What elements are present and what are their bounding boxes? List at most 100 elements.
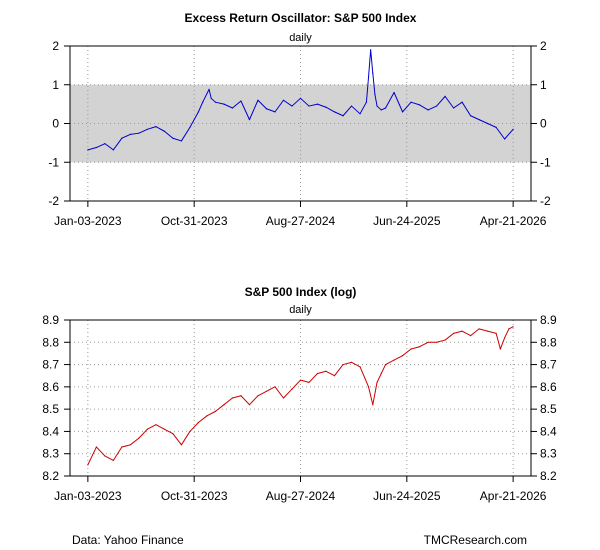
data-point [499, 348, 501, 350]
data-point [333, 111, 336, 113]
data-point [180, 444, 183, 446]
data-point [257, 395, 259, 397]
data-point [210, 97, 212, 99]
data-point [180, 140, 183, 142]
data-point [453, 107, 455, 109]
credit-note: TMCResearch.com [424, 533, 527, 547]
data-point [487, 122, 489, 125]
data-point [308, 381, 310, 383]
data-point [380, 109, 382, 111]
data-point [104, 455, 106, 457]
data-point [376, 105, 378, 107]
data-point [435, 341, 438, 343]
data-point [291, 105, 293, 107]
y-tick-label-right: 8.2 [540, 469, 557, 483]
oscillator-chart: Excess Return Oscillator: S&P 500 Index d… [48, 11, 551, 228]
data-point [512, 326, 514, 328]
data-point [372, 72, 374, 74]
data-point [223, 103, 225, 105]
y-tick-label-left: 8.7 [42, 358, 59, 372]
data-point [202, 101, 204, 103]
data-point [231, 107, 234, 109]
y-tick-label-right: 0 [540, 117, 547, 131]
data-point [146, 128, 148, 130]
chart-subtitle: daily [289, 32, 312, 44]
data-point [189, 430, 191, 433]
x-tick-label: Jun-24-2025 [373, 214, 441, 228]
data-point [316, 103, 319, 105]
data-point [478, 119, 480, 121]
data-point [240, 100, 242, 102]
data-point [291, 388, 293, 390]
y-tick-label-left: 8.6 [42, 380, 59, 394]
data-point [129, 444, 131, 446]
chart-title: Excess Return Oscillator: S&P 500 Index [185, 11, 417, 25]
data-point [470, 335, 472, 337]
data-point [444, 95, 446, 97]
data-point [393, 359, 395, 361]
x-tick-label: Apr-21-2026 [480, 489, 547, 503]
data-point [410, 101, 412, 103]
y-tick-label-left: 8.2 [42, 469, 59, 483]
data-point [163, 428, 166, 430]
data-point [350, 361, 353, 363]
data-point [257, 99, 259, 101]
data-point [374, 93, 376, 96]
data-point [508, 328, 510, 330]
data-point [453, 332, 455, 334]
data-point [384, 363, 387, 366]
y-tick-label-right: -1 [540, 155, 551, 169]
data-point [299, 379, 302, 381]
y-tick-label-left: 8.5 [42, 402, 59, 416]
data-point [155, 424, 157, 426]
data-point [418, 104, 421, 106]
data-point [512, 128, 514, 130]
y-tick-label-left: -2 [48, 194, 59, 208]
data-point [418, 346, 421, 348]
y-tick-label-left: 8.4 [42, 424, 59, 438]
x-tick-label: Aug-27-2024 [266, 489, 336, 503]
y-tick-label-right: 8.3 [540, 447, 557, 461]
data-point [504, 138, 506, 140]
x-tick-label: Jan-03-2023 [54, 214, 122, 228]
data-point [342, 115, 344, 117]
data-point [163, 130, 166, 132]
data-point [112, 149, 114, 151]
data-point [138, 132, 140, 134]
data-point [461, 101, 463, 103]
data-point [444, 339, 446, 341]
x-tick-label: Aug-27-2024 [266, 214, 336, 228]
y-tick-label-right: 8.7 [540, 358, 557, 372]
data-point [197, 111, 200, 113]
y-tick-label-right: 2 [540, 39, 547, 53]
data-point [342, 363, 344, 366]
data-point [87, 464, 89, 466]
data-point [393, 91, 395, 94]
data-point [427, 109, 429, 111]
data-point [121, 446, 123, 448]
data-point [214, 101, 217, 103]
data-point [359, 366, 361, 368]
y-tick-label-right: 8.9 [540, 313, 557, 327]
data-point [325, 106, 327, 108]
data-point [299, 97, 302, 99]
data-point [384, 107, 387, 109]
y-tick-label-right: 1 [540, 78, 547, 92]
data-source-note: Data: Yahoo Finance [72, 533, 184, 547]
data-point [504, 337, 506, 339]
data-point [325, 370, 327, 372]
data-point [380, 372, 382, 375]
data-point [274, 111, 276, 113]
sp500-log-chart: S&P 500 Index (log) daily Jan-03-2023 Oct-3… [42, 285, 557, 503]
data-point [248, 119, 251, 121]
data-point [316, 372, 319, 375]
y-tick-label-right: 8.6 [540, 380, 557, 394]
y-tick-label-left: 8.9 [42, 313, 59, 327]
data-point [282, 99, 285, 101]
data-point [461, 330, 463, 332]
data-point [104, 143, 106, 145]
data-point [365, 101, 368, 103]
data-point [350, 105, 353, 107]
data-point [333, 375, 336, 377]
data-point [138, 437, 140, 439]
